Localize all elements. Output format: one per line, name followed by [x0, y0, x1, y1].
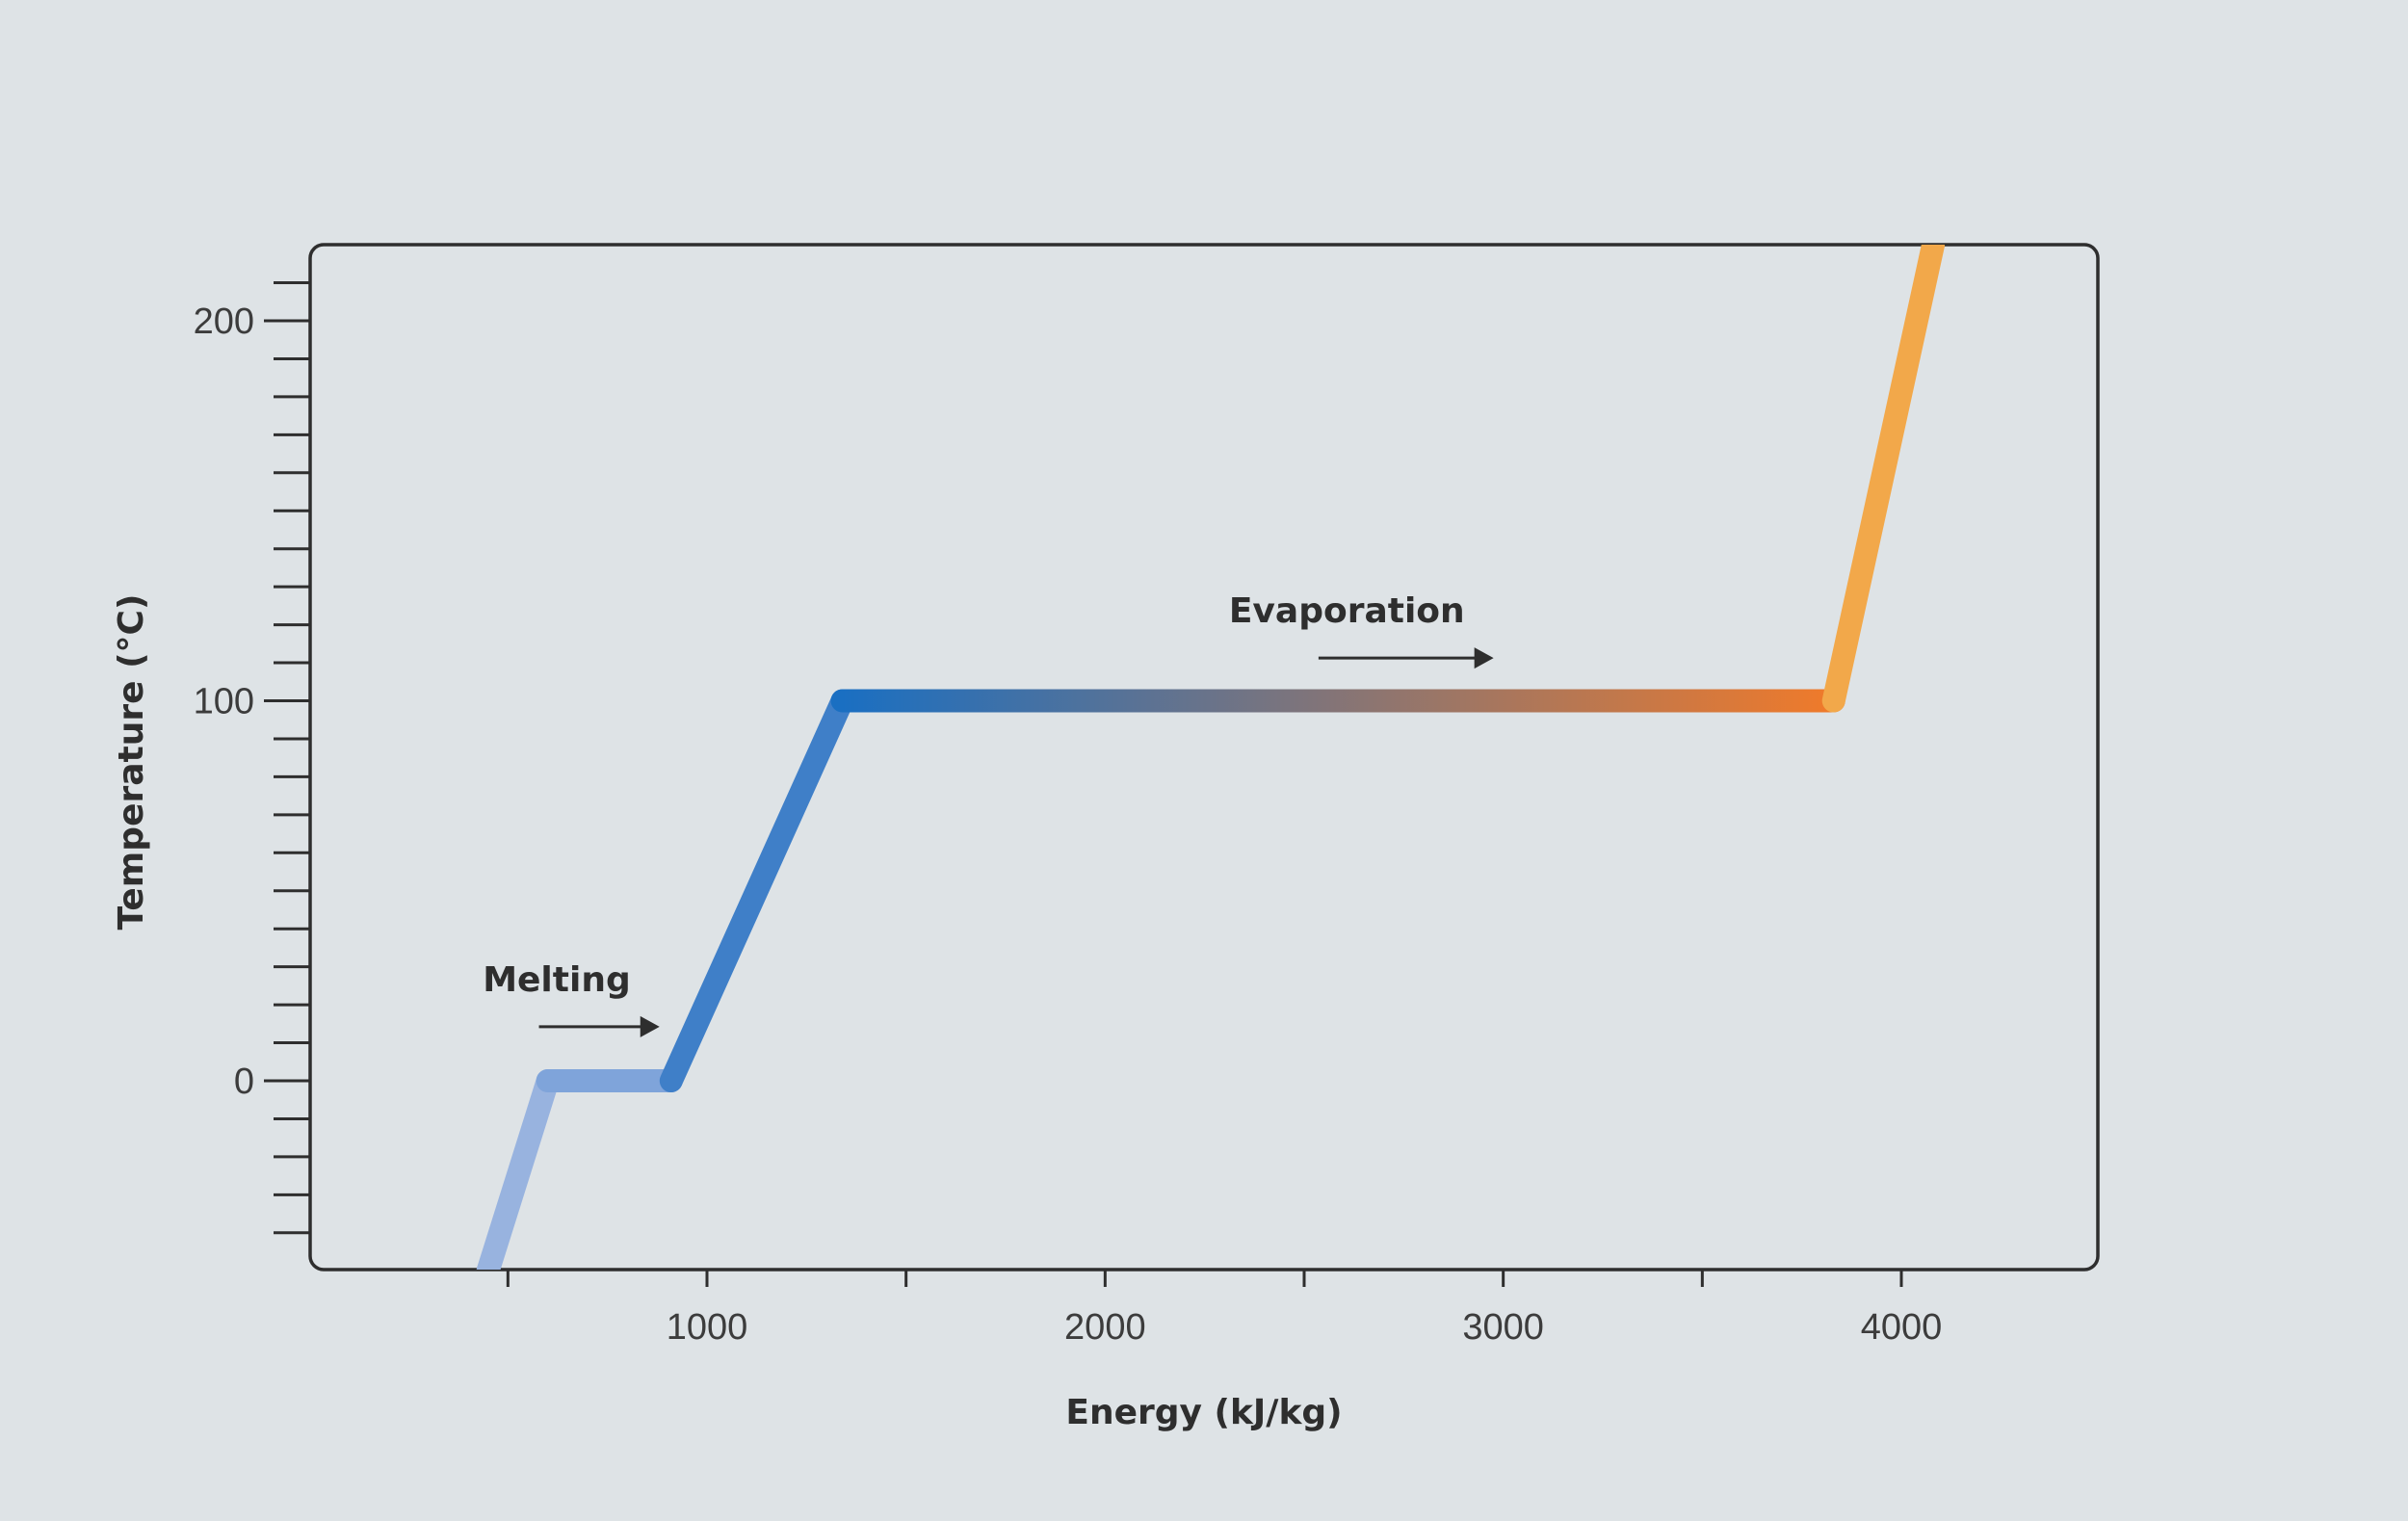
y-tick-label: 100	[194, 682, 254, 722]
curve-segment-5	[1821, 245, 1946, 713]
plot-area	[308, 243, 2100, 1272]
annotation-arrow-head	[1474, 647, 1494, 669]
x-tick-label: 3000	[1462, 1307, 1544, 1348]
x-tick-label: 1000	[667, 1307, 748, 1348]
curve-segment-1	[476, 1069, 560, 1270]
y-tick-label: 200	[194, 302, 254, 342]
x-axis-title: Energy (kJ/kg)	[1065, 1393, 1342, 1432]
y-tick-label: 0	[234, 1062, 254, 1102]
data-layer	[476, 245, 1946, 1270]
annotation-arrow-head	[640, 1015, 660, 1037]
annotation-layer: Melting Evaporation	[483, 591, 1494, 1037]
axis-layer: 0 100 200 1000 2000 3000 4000	[194, 281, 1943, 1348]
y-axis-title: Temperature (°C)	[112, 594, 151, 931]
x-tick-label: 2000	[1064, 1307, 1146, 1348]
x-tick-label: 4000	[1861, 1307, 1943, 1348]
annotation-label: Evaporation	[1229, 591, 1465, 631]
plot-frame	[308, 243, 2100, 1272]
annotation-label: Melting	[483, 960, 631, 1000]
curve-segment-3	[659, 689, 854, 1092]
